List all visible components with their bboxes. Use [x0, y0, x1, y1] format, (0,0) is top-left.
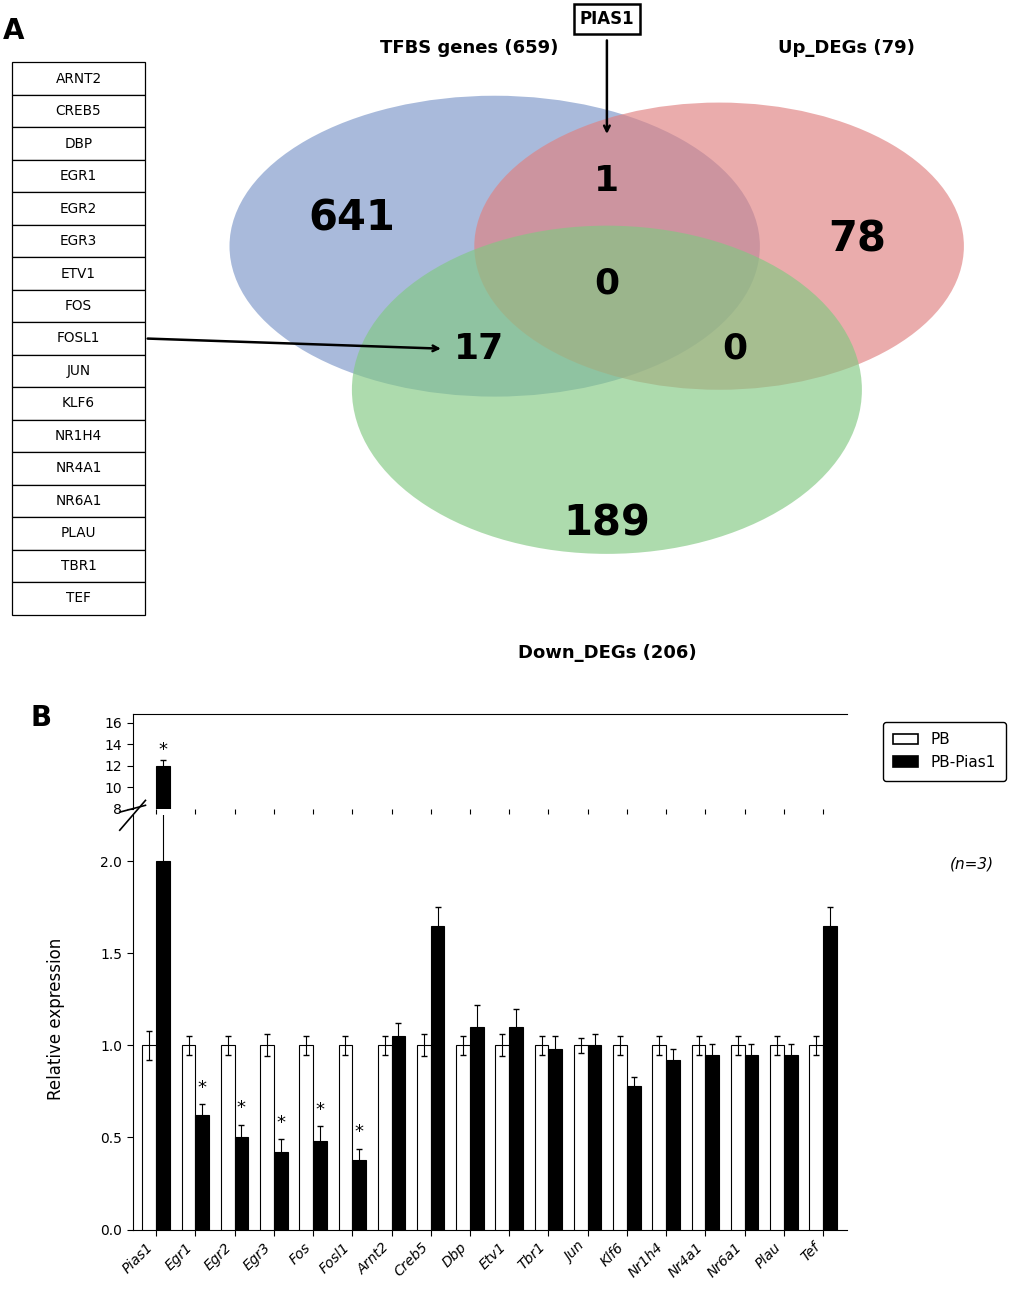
- Text: 17: 17: [453, 331, 504, 366]
- FancyBboxPatch shape: [12, 225, 145, 258]
- Bar: [338, 1045, 352, 1230]
- Text: EGR3: EGR3: [60, 234, 97, 249]
- Text: FOSL1: FOSL1: [57, 331, 100, 346]
- Text: NR1H4: NR1H4: [55, 429, 102, 443]
- Text: PLAU: PLAU: [61, 526, 96, 540]
- FancyBboxPatch shape: [12, 95, 145, 128]
- Text: EGR2: EGR2: [60, 201, 97, 216]
- Text: *: *: [198, 1080, 207, 1097]
- Bar: [691, 1045, 705, 1230]
- Bar: [612, 1045, 627, 1230]
- Text: A: A: [3, 17, 24, 45]
- Bar: [548, 1049, 561, 1230]
- Bar: [377, 1045, 391, 1230]
- Text: *: *: [236, 1099, 246, 1118]
- Text: 1: 1: [594, 164, 619, 199]
- Bar: [181, 1045, 196, 1230]
- Text: FOS: FOS: [65, 299, 92, 313]
- Bar: [705, 1055, 718, 1230]
- Text: 641: 641: [308, 197, 395, 239]
- Text: EGR1: EGR1: [60, 170, 97, 183]
- Text: Up_DEGs (79): Up_DEGs (79): [777, 39, 914, 57]
- Bar: [470, 1027, 483, 1230]
- Bar: [299, 1045, 313, 1230]
- Text: *: *: [276, 1114, 285, 1132]
- Bar: [260, 1045, 273, 1230]
- Bar: [196, 1115, 209, 1230]
- Text: Relative expression: Relative expression: [47, 938, 65, 1101]
- Text: *: *: [315, 1101, 324, 1119]
- FancyBboxPatch shape: [12, 160, 145, 192]
- Text: 0: 0: [721, 331, 746, 366]
- Bar: [808, 1045, 822, 1230]
- FancyBboxPatch shape: [12, 387, 145, 419]
- FancyBboxPatch shape: [12, 62, 145, 95]
- Bar: [234, 1137, 248, 1230]
- Ellipse shape: [352, 226, 861, 554]
- Bar: [574, 1045, 587, 1230]
- Text: NR6A1: NR6A1: [55, 494, 102, 508]
- FancyBboxPatch shape: [12, 583, 145, 614]
- Bar: [665, 1060, 680, 1230]
- Ellipse shape: [229, 96, 759, 397]
- Bar: [534, 1045, 548, 1230]
- Text: TBR1: TBR1: [60, 559, 97, 573]
- Text: NR4A1: NR4A1: [55, 462, 102, 476]
- Bar: [731, 1045, 744, 1230]
- Text: Down_DEGs (206): Down_DEGs (206): [517, 644, 696, 661]
- Bar: [652, 1045, 665, 1230]
- Bar: [273, 1152, 287, 1230]
- FancyBboxPatch shape: [12, 322, 145, 355]
- Text: ETV1: ETV1: [61, 267, 96, 280]
- Bar: [822, 926, 836, 1230]
- FancyBboxPatch shape: [12, 517, 145, 550]
- Text: ARNT2: ARNT2: [55, 71, 102, 85]
- Bar: [143, 1045, 156, 1230]
- Text: DBP: DBP: [64, 137, 93, 151]
- Bar: [221, 1045, 234, 1230]
- Text: TEF: TEF: [66, 592, 91, 605]
- FancyBboxPatch shape: [12, 419, 145, 452]
- Bar: [417, 1045, 430, 1230]
- Text: CREB5: CREB5: [56, 104, 101, 118]
- FancyBboxPatch shape: [12, 289, 145, 322]
- Bar: [508, 1027, 523, 1230]
- Text: 0: 0: [594, 267, 619, 301]
- FancyBboxPatch shape: [12, 192, 145, 225]
- Text: B: B: [31, 704, 52, 731]
- Bar: [156, 861, 170, 1230]
- Bar: [455, 1045, 470, 1230]
- Ellipse shape: [474, 103, 963, 389]
- Legend: PB, PB-Pias1: PB, PB-Pias1: [881, 722, 1005, 781]
- Text: *: *: [158, 742, 167, 759]
- Text: KLF6: KLF6: [62, 396, 95, 410]
- Text: *: *: [355, 1123, 364, 1141]
- Bar: [156, 765, 170, 894]
- Text: 78: 78: [827, 218, 884, 260]
- Bar: [627, 1086, 640, 1230]
- Bar: [769, 1045, 783, 1230]
- Text: PIAS1: PIAS1: [579, 11, 634, 28]
- FancyBboxPatch shape: [12, 128, 145, 160]
- Text: TFBS genes (659): TFBS genes (659): [380, 39, 557, 57]
- Bar: [495, 1045, 508, 1230]
- Bar: [783, 1055, 797, 1230]
- FancyBboxPatch shape: [12, 258, 145, 289]
- Bar: [313, 1141, 326, 1230]
- FancyBboxPatch shape: [12, 550, 145, 583]
- Text: (n=3): (n=3): [949, 856, 993, 871]
- Bar: [744, 1055, 757, 1230]
- FancyBboxPatch shape: [12, 452, 145, 485]
- FancyBboxPatch shape: [12, 355, 145, 387]
- Bar: [587, 1045, 601, 1230]
- Bar: [391, 1036, 405, 1230]
- Text: 189: 189: [562, 502, 650, 544]
- Bar: [430, 926, 444, 1230]
- Bar: [352, 1160, 366, 1230]
- Text: JUN: JUN: [66, 364, 91, 377]
- FancyBboxPatch shape: [12, 485, 145, 517]
